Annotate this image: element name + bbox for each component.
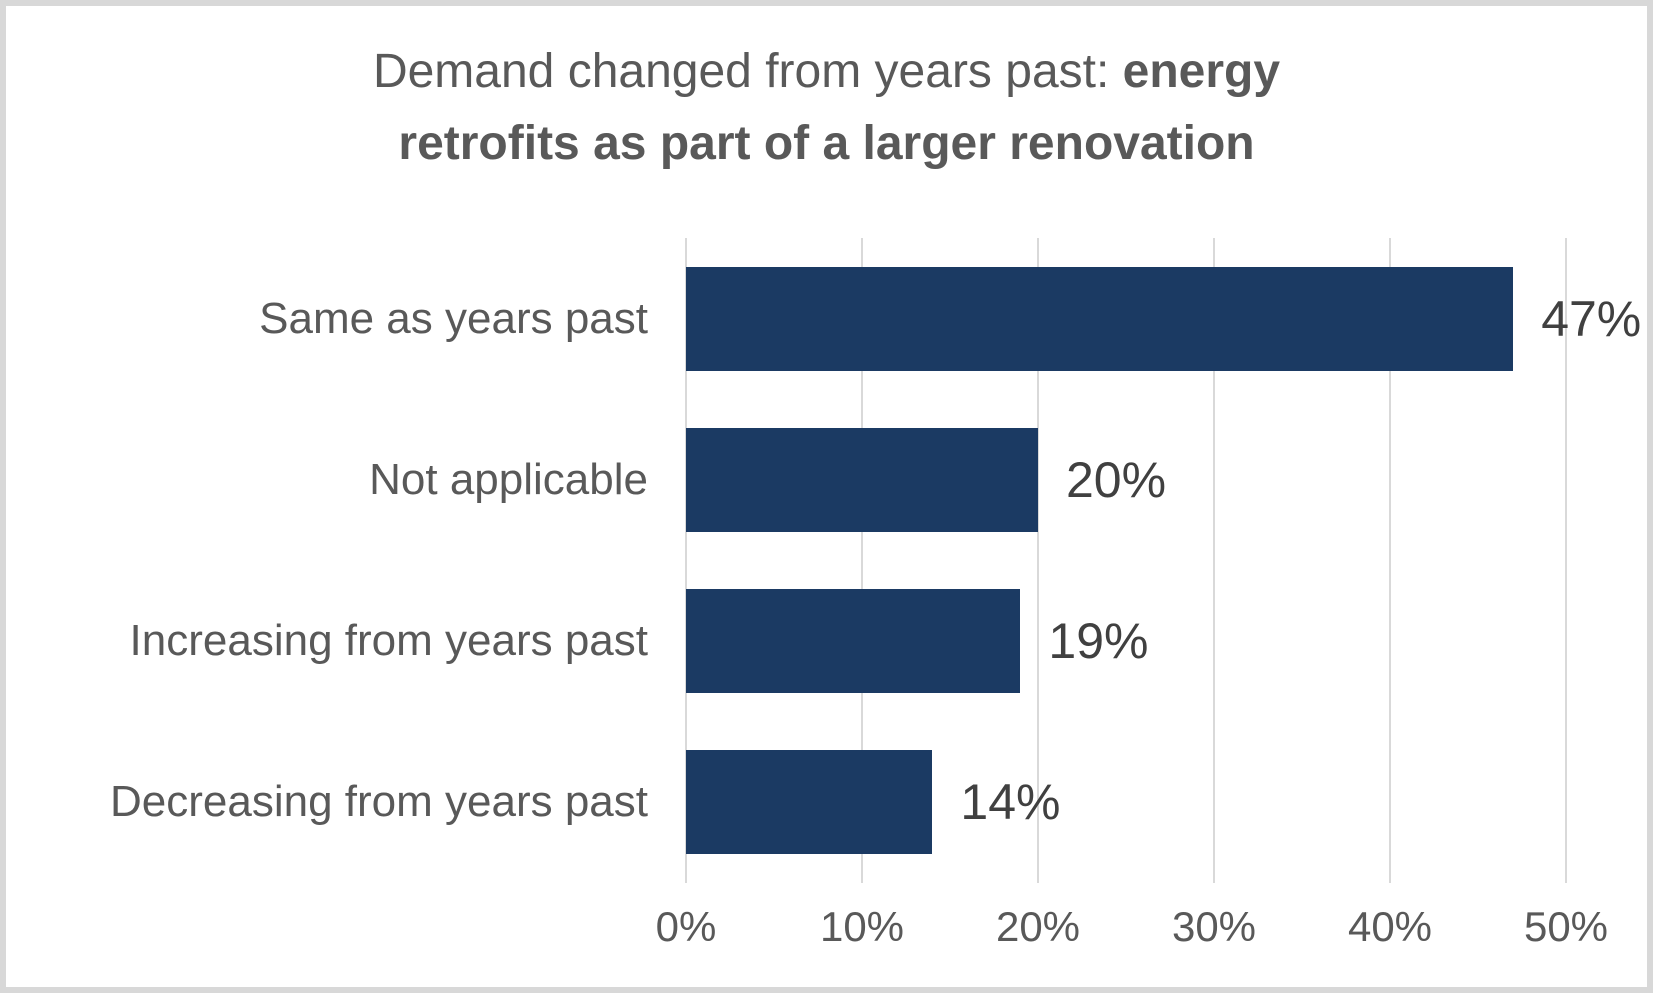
gridline-30 — [1213, 238, 1215, 883]
data-label-same-as-years-past: 47% — [1541, 290, 1642, 347]
chart-title-regular-part: Demand changed from years past: — [372, 45, 1123, 98]
category-axis-labels: Same as years past Not applicable Increasi… — [6, 238, 648, 883]
x-tick-label-50: 50% — [1523, 903, 1609, 950]
bar-increasing-from-years-past — [686, 589, 1021, 694]
gridline-0 — [685, 238, 687, 883]
category-label-decreasing-from-years-past: Decreasing from years past — [110, 777, 648, 827]
bar-not-applicable — [686, 427, 1038, 532]
x-tick-label-10: 10% — [819, 903, 905, 950]
bar-decreasing-from-years-past — [686, 750, 933, 855]
data-label-not-applicable: 20% — [1066, 451, 1167, 508]
x-tick-label-40: 40% — [1347, 903, 1433, 950]
value-axis: 0% 10% 20% 30% 40% 50% — [656, 903, 1608, 963]
data-label-decreasing-from-years-past: 14% — [960, 774, 1061, 831]
gridline-50 — [1565, 238, 1567, 883]
data-label-increasing-from-years-past: 19% — [1048, 613, 1149, 670]
x-tick-label-30: 30% — [1171, 903, 1257, 950]
gridline-20 — [1037, 238, 1039, 883]
chart-title-bold-part-line1: energy — [1122, 45, 1281, 98]
gridline-10 — [861, 238, 863, 883]
x-tick-label-0: 0% — [655, 903, 717, 950]
chart-title-bold-part-line2: retrofits as part of a larger renovation — [398, 117, 1255, 170]
x-tick-label-20: 20% — [995, 903, 1081, 950]
gridline-40 — [1389, 238, 1391, 883]
category-label-not-applicable: Not applicable — [369, 454, 648, 504]
category-label-increasing-from-years-past: Increasing from years past — [129, 616, 648, 666]
bar-same-as-years-past — [686, 266, 1514, 371]
chart-title: Demand changed from years past: energy r… — [6, 36, 1647, 180]
category-label-same-as-years-past: Same as years past — [259, 293, 648, 343]
plot-area: 47% 20% 19% 14% — [685, 238, 1641, 883]
